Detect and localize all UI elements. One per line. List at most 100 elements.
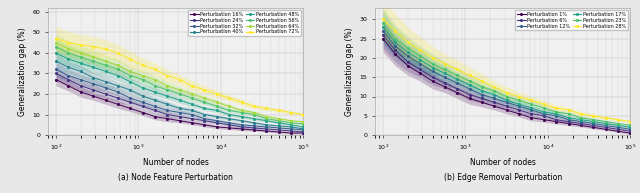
Title: (a) Node Feature Perturbation: (a) Node Feature Perturbation: [118, 173, 233, 182]
Perturbation 24%: [90, 89, 97, 91]
Perturbation 6%: [503, 105, 511, 107]
Perturbation 1%: [392, 53, 399, 55]
Perturbation 40%: [77, 70, 84, 73]
Line: Perturbation 16%: Perturbation 16%: [55, 79, 304, 134]
Perturbation 24%: [287, 130, 295, 132]
Perturbation 12%: [602, 124, 609, 127]
Perturbation 56%: [300, 123, 307, 125]
Perturbation 16%: [114, 103, 122, 105]
Perturbation 72%: [213, 93, 221, 95]
Perturbation 40%: [225, 118, 233, 120]
Perturbation 64%: [151, 79, 159, 81]
Perturbation 16%: [90, 95, 97, 97]
Perturbation 24%: [176, 115, 184, 118]
Perturbation 6%: [527, 113, 535, 115]
Perturbation 12%: [540, 113, 548, 115]
Perturbation 23%: [379, 22, 387, 24]
Perturbation 64%: [213, 101, 221, 103]
Perturbation 48%: [163, 95, 171, 97]
Perturbation 40%: [90, 76, 97, 79]
Perturbation 17%: [552, 113, 560, 115]
Perturbation 72%: [77, 44, 84, 46]
Perturbation 1%: [515, 113, 523, 115]
Perturbation 72%: [65, 41, 72, 44]
Perturbation 64%: [188, 93, 196, 95]
Perturbation 1%: [490, 105, 498, 107]
Perturbation 23%: [527, 103, 535, 105]
Perturbation 1%: [503, 109, 511, 111]
Perturbation 40%: [114, 85, 122, 87]
Perturbation 28%: [503, 91, 511, 94]
Perturbation 24%: [275, 129, 282, 131]
Line: Perturbation 40%: Perturbation 40%: [55, 60, 304, 130]
Line: Perturbation 23%: Perturbation 23%: [382, 22, 631, 126]
Perturbation 28%: [614, 119, 622, 121]
Perturbation 28%: [478, 80, 486, 82]
Perturbation 1%: [416, 72, 424, 74]
Perturbation 6%: [379, 34, 387, 36]
Perturbation 12%: [429, 70, 436, 73]
X-axis label: Number of nodes: Number of nodes: [143, 158, 209, 167]
Perturbation 28%: [564, 109, 572, 111]
Perturbation 23%: [627, 124, 634, 127]
Perturbation 23%: [453, 74, 461, 76]
Perturbation 23%: [614, 122, 622, 125]
Perturbation 32%: [213, 119, 221, 122]
Perturbation 32%: [225, 122, 233, 124]
Perturbation 48%: [225, 113, 233, 116]
Perturbation 6%: [453, 88, 461, 90]
Perturbation 1%: [589, 126, 597, 129]
Perturbation 32%: [262, 126, 270, 128]
Perturbation 12%: [453, 82, 461, 84]
Perturbation 24%: [163, 113, 171, 116]
Perturbation 32%: [114, 91, 122, 93]
Perturbation 23%: [441, 68, 449, 71]
Perturbation 16%: [139, 111, 147, 114]
Perturbation 40%: [300, 128, 307, 130]
Perturbation 12%: [627, 128, 634, 130]
Perturbation 12%: [466, 88, 474, 90]
Perturbation 32%: [126, 97, 134, 99]
Perturbation 28%: [392, 30, 399, 32]
Line: Perturbation 1%: Perturbation 1%: [382, 38, 631, 134]
Perturbation 23%: [429, 63, 436, 65]
Perturbation 48%: [250, 118, 258, 120]
Perturbation 6%: [404, 61, 412, 63]
Perturbation 24%: [52, 72, 60, 75]
Perturbation 1%: [627, 132, 634, 134]
Perturbation 56%: [77, 56, 84, 58]
Perturbation 16%: [225, 127, 233, 129]
Perturbation 64%: [275, 118, 282, 120]
Perturbation 1%: [466, 97, 474, 100]
Perturbation 64%: [250, 111, 258, 114]
Perturbation 23%: [416, 55, 424, 57]
Perturbation 40%: [102, 80, 109, 83]
Perturbation 48%: [114, 74, 122, 77]
Perturbation 64%: [163, 85, 171, 87]
Perturbation 16%: [102, 99, 109, 101]
Line: Perturbation 6%: Perturbation 6%: [382, 34, 631, 132]
Perturbation 12%: [515, 105, 523, 107]
Perturbation 28%: [466, 74, 474, 76]
Perturbation 23%: [466, 80, 474, 82]
Perturbation 40%: [52, 60, 60, 62]
Perturbation 32%: [163, 109, 171, 112]
Perturbation 28%: [490, 86, 498, 88]
Perturbation 40%: [213, 115, 221, 118]
Perturbation 23%: [552, 111, 560, 113]
Perturbation 56%: [237, 111, 245, 114]
Perturbation 28%: [404, 41, 412, 44]
Perturbation 16%: [237, 128, 245, 130]
Perturbation 48%: [213, 109, 221, 112]
Line: Perturbation 32%: Perturbation 32%: [55, 69, 304, 131]
Legend: Perturbation 1%, Perturbation 6%, Perturbation 12%, Perturbation 17%, Perturbati: Perturbation 1%, Perturbation 6%, Pertur…: [515, 10, 628, 30]
Perturbation 48%: [237, 115, 245, 118]
Perturbation 32%: [65, 74, 72, 77]
Perturbation 40%: [287, 126, 295, 128]
Perturbation 64%: [102, 60, 109, 62]
Perturbation 32%: [102, 87, 109, 89]
Perturbation 48%: [52, 52, 60, 54]
Perturbation 17%: [540, 111, 548, 113]
Perturbation 12%: [614, 126, 622, 129]
Perturbation 24%: [102, 93, 109, 95]
